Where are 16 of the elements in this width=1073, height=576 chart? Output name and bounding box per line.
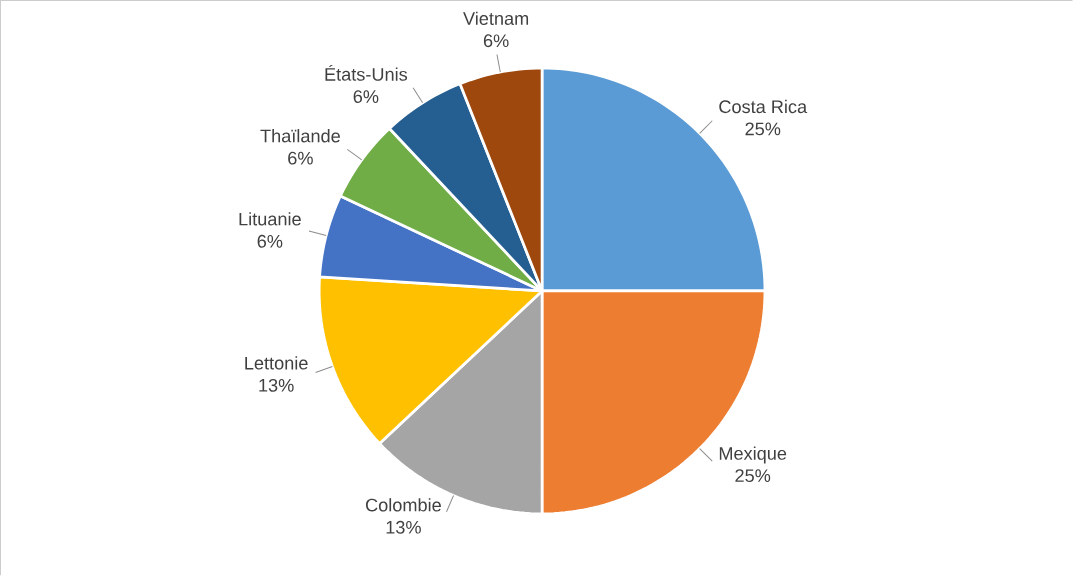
data-label: 6%	[288, 151, 313, 165]
data-label: 13%	[259, 378, 294, 392]
slice-label: Lituanie	[239, 212, 301, 226]
slice-label: Lettonie	[245, 356, 308, 370]
slice-label: Costa Rica	[719, 99, 808, 114]
data-label: 25%	[735, 469, 771, 483]
slice-label: Vietnam	[463, 11, 529, 26]
data-label: 6%	[483, 34, 509, 48]
data-label: 13%	[386, 520, 421, 534]
data-label: 6%	[257, 234, 283, 248]
slice-label: Thaïlande	[260, 129, 340, 143]
slice-label: Colombie	[365, 498, 441, 512]
data-label: 6%	[353, 90, 379, 104]
slice-label: Mexique	[719, 446, 787, 464]
data-label: 25%	[745, 122, 781, 136]
slice-label: États-Unis	[325, 64, 408, 81]
